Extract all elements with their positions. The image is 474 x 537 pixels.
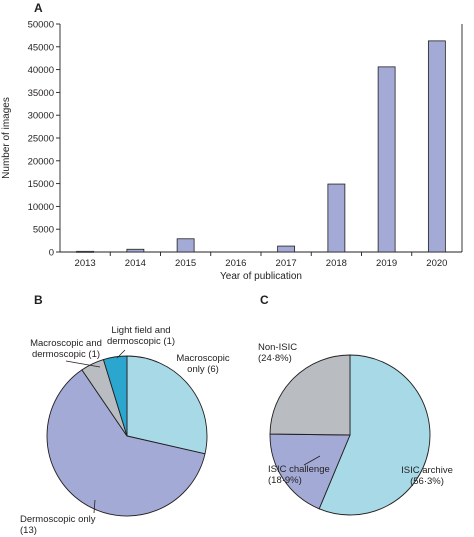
pie-c-slice-label: ISIC archive (401, 465, 453, 476)
pie-chart-c: ISIC archive(56·3%) ISIC challenge(18·9%)… (258, 342, 453, 516)
y-tick-label: 45000 (28, 42, 54, 53)
pie-b-leader-line (65, 360, 101, 368)
y-tick-label: 0 (49, 248, 54, 259)
x-axis-title: Year of publication (220, 271, 302, 282)
pie-b-leader-line (93, 499, 96, 514)
pie-c-slice-label: (56·3%) (410, 476, 444, 487)
pie-b-slice-0 (126, 355, 208, 455)
pie-b-leader-line (116, 349, 126, 359)
panel-c-letter: C (260, 293, 269, 307)
bar-2019 (377, 66, 396, 253)
pie-c-slice-label: (18·9%) (268, 475, 302, 486)
bar-series: 2013 2014 2015 2016 2017 2018 2019 2020 (75, 40, 447, 269)
bar-2018 (327, 183, 346, 253)
y-tick-label: 15000 (28, 179, 54, 190)
pie-b-slice-label: Macroscopic (176, 353, 230, 364)
x-tick-label: 2015 (175, 258, 196, 269)
y-tick-label: 20000 (28, 156, 54, 167)
pie-b-slice-label: only (6) (187, 364, 219, 375)
bar-2013 (76, 250, 95, 253)
pie-c-slice-label: ISIC challenge (268, 464, 330, 475)
panel-a-letter: A (34, 1, 43, 15)
bar-2017 (277, 245, 296, 253)
pie-c-slice-label: Non-ISIC (258, 342, 297, 353)
bar-2020 (427, 40, 446, 253)
bar-ticks: 0 5000 10000 15000 20000 25000 30000 35000 40000… (28, 20, 60, 259)
bar-chart: 0 5000 10000 15000 20000 25000 30000 35000 40000… (1, 20, 463, 282)
x-tick-label: 2017 (276, 258, 297, 269)
pie-b-slice-3 (102, 355, 128, 437)
pie-b-slice-label: dermoscopic (1) (107, 336, 175, 347)
pie-c-slice-0 (318, 354, 431, 516)
pie-b-slice-label: Macroscopic and (30, 338, 102, 349)
pie-b-slice-label: Dermoscopic only (20, 514, 96, 525)
x-tick-label: 2018 (326, 258, 347, 269)
y-tick-label: 30000 (28, 111, 54, 122)
pie-c-slice-1 (269, 433, 351, 510)
pie-b-slice-label: dermoscopic (1) (32, 349, 100, 360)
pie-b-slice-label: Light field and (111, 325, 170, 336)
x-tick-label: 2013 (75, 258, 96, 269)
y-tick-label: 25000 (28, 134, 54, 145)
pie-c-slice-label: (24·8%) (258, 353, 292, 364)
y-tick-label: 50000 (28, 20, 54, 31)
pie-c-slice-2 (269, 354, 351, 436)
x-tick-label: 2016 (225, 258, 246, 269)
y-tick-label: 40000 (28, 65, 54, 76)
pie-b-slice-label: (13) (20, 525, 37, 536)
bar-2014 (126, 248, 145, 253)
x-tick-label: 2020 (426, 258, 447, 269)
pie-b-slice-1 (46, 369, 206, 517)
x-tick-label: 2014 (125, 258, 146, 269)
x-tick-label: 2019 (376, 258, 397, 269)
bar-2015 (176, 238, 195, 253)
y-axis-title: Number of images (1, 97, 12, 179)
y-tick-label: 10000 (28, 202, 54, 213)
panel-b-letter: B (34, 293, 43, 307)
y-tick-label: 35000 (28, 88, 54, 99)
y-tick-label: 5000 (33, 225, 54, 236)
pie-c-leader-line (303, 455, 321, 466)
